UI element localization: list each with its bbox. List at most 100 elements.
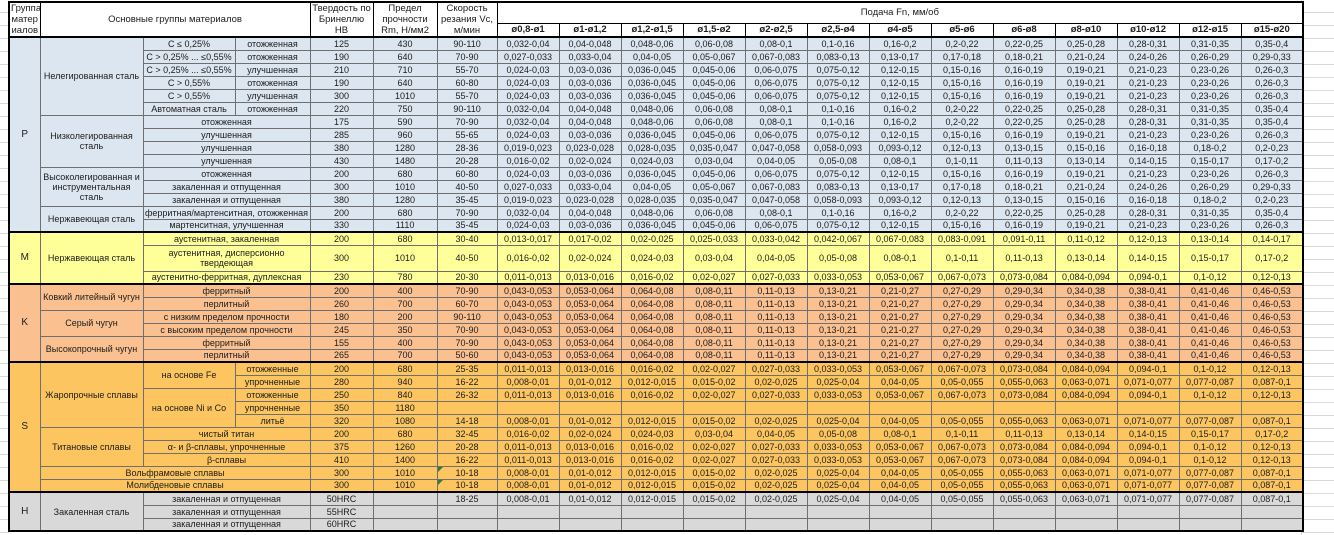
cell-feed: 0,055-0,063 <box>992 478 1056 493</box>
cell-material: α- и β-сплавы, упрочненные <box>142 439 311 454</box>
cell-feed: 0,17-0,18 <box>930 179 994 194</box>
cell-feed: 0,03-0,036 <box>558 218 622 233</box>
table-row: аустенитно-ферритная, дуплексная 230 780 20… <box>9 270 1304 285</box>
cell-feed: 0,016-0,02 <box>620 452 684 467</box>
cell-feed: 0,16-0,2 <box>868 101 932 116</box>
cell-feed: 0,087-0,1 <box>1240 478 1304 493</box>
cell-feed: 0,2-0,22 <box>930 205 994 220</box>
cell-feed: 0,08-0,11 <box>682 322 746 337</box>
cell-strength: 960 <box>372 127 438 142</box>
cell-strength <box>372 504 438 519</box>
cell-feed: 0,04-0,048 <box>558 114 622 129</box>
group-letter: M <box>8 231 41 285</box>
cell-feed: 0,27-0,29 <box>930 322 994 337</box>
cell-hardness: 300 <box>309 478 374 493</box>
cell-feed: 0,22-0,25 <box>992 101 1056 116</box>
cell-feed: 0,31-0,35 <box>1178 114 1242 129</box>
cell-feed: 0,34-0,38 <box>1054 348 1118 363</box>
cell-feed: 0,045-0,06 <box>682 75 746 90</box>
cell-feed <box>1178 504 1242 519</box>
cell-hardness: 280 <box>309 374 374 389</box>
cell-feed: 0,02-0,027 <box>682 439 746 454</box>
cell-feed: 0,2-0,22 <box>930 36 994 51</box>
cell-feed: 0,34-0,38 <box>1054 283 1118 298</box>
cell-strength: 750 <box>372 101 438 116</box>
cell-feed: 0,11-0,13 <box>744 322 808 337</box>
cell-strength: 710 <box>372 62 438 77</box>
cell-feed: 0,055-0,063 <box>992 413 1056 428</box>
cell-feed <box>682 400 746 415</box>
cell-feed: 0,35-0,4 <box>1240 101 1304 116</box>
cell-material: закаленная и отпущенная <box>142 517 311 532</box>
cell-feed: 0,03-0,036 <box>558 75 622 90</box>
cell-material: отожженная <box>142 166 311 181</box>
cell-feed: 0,087-0,1 <box>1240 465 1304 480</box>
cell-feed: 0,41-0,46 <box>1178 283 1242 298</box>
cell-feed: 0,13-0,21 <box>806 322 870 337</box>
cell-feed: 0,08-0,1 <box>868 153 932 168</box>
cell-strength: 640 <box>372 75 438 90</box>
cell-material: отожженная <box>234 75 311 90</box>
cell-feed: 0,01-0,012 <box>558 374 622 389</box>
cell-feed: 0,03-0,036 <box>558 127 622 142</box>
cell-material: улучшенная <box>142 153 311 168</box>
cell-feed: 0,46-0,53 <box>1240 309 1304 324</box>
cell-feed: 0,08-0,11 <box>682 283 746 298</box>
cell-feed: 0,02-0,025 <box>744 491 808 506</box>
cell-feed: 0,02-0,025 <box>620 231 684 246</box>
cell-hardness: 375 <box>309 439 374 454</box>
cell-feed: 0,38-0,41 <box>1116 348 1180 363</box>
cell-hardness: 265 <box>309 348 374 363</box>
cell-feed: 0,14-0,15 <box>1116 426 1180 441</box>
cell-speed: 50-60 <box>436 348 498 363</box>
cell-speed: 30-40 <box>436 231 498 246</box>
cell-hardness: 300 <box>309 244 374 272</box>
table-row: H Закаленная сталь закаленная и отпущенная… <box>8 491 1304 532</box>
cell-feed: 0,16-0,2 <box>868 36 932 51</box>
cell-feed: 0,083-0,13 <box>806 49 870 64</box>
cell-feed: 0,11-0,13 <box>992 244 1056 272</box>
col-header-diameter: ø5-ø6 <box>930 22 994 38</box>
cell-speed: 90-110 <box>436 309 498 324</box>
cell-material: перлитный <box>142 348 311 363</box>
cell-feed <box>744 517 808 532</box>
table-row: перлитный 260 700 60-70 0,043-0,053 0,053-0,0… <box>9 296 1304 311</box>
cell-strength: 680 <box>372 166 438 181</box>
cell-feed: 0,2-0,22 <box>930 114 994 129</box>
cell-feed: 0,094-0,1 <box>1116 387 1180 402</box>
cell-feed: 0,05-0,055 <box>930 491 994 506</box>
cell-feed: 0,045-0,06 <box>682 88 746 103</box>
cell-feed: 0,011-0,013 <box>496 361 560 376</box>
cell-feed: 0,08-0,1 <box>744 101 808 116</box>
cell-feed: 0,032-0,04 <box>496 36 560 51</box>
col-header-diameter: ø2,5-ø4 <box>806 22 870 38</box>
cell-hardness: 200 <box>309 166 374 181</box>
cell-feed: 0,032-0,04 <box>496 114 560 129</box>
cell-feed: 0,05-0,08 <box>806 244 870 272</box>
cell-feed: 0,21-0,23 <box>1116 218 1180 233</box>
cell-feed: 0,23-0,26 <box>1178 88 1242 103</box>
cell-feed: 0,036-0,045 <box>620 166 684 181</box>
cell-feed: 0,08-0,11 <box>682 296 746 311</box>
cell-strength: 940 <box>372 374 438 389</box>
cell-feed: 0,18-0,2 <box>1178 192 1242 207</box>
cell-feed <box>1054 504 1118 519</box>
cell-speed: 35-45 <box>436 218 498 233</box>
table-row: C > 0,55% отожженная 190 640 60-80 0,024-0,03… <box>9 75 1304 90</box>
cell-feed: 0,17-0,2 <box>1240 153 1304 168</box>
cell-feed: 0,15-0,16 <box>1054 140 1118 155</box>
cell-feed: 0,06-0,075 <box>744 166 808 181</box>
cell-feed: 0,012-0,015 <box>620 491 684 506</box>
cell-feed: 0,08-0,11 <box>682 335 746 350</box>
cell-feed: 0,15-0,16 <box>930 62 994 77</box>
cell-feed: 0,25-0,28 <box>1054 101 1118 116</box>
cell-feed <box>868 517 932 532</box>
cell-feed: 0,19-0,21 <box>1054 88 1118 103</box>
cell-feed: 0,028-0,035 <box>620 192 684 207</box>
cell-hardness: 180 <box>309 309 374 324</box>
cell-feed: 0,11-0,13 <box>744 283 808 298</box>
cell-feed: 0,21-0,27 <box>868 322 932 337</box>
cell-feed: 0,16-0,18 <box>1116 140 1180 155</box>
cell-feed: 0,25-0,28 <box>1054 114 1118 129</box>
table-row: упрочненные 350 1180 <box>9 400 1304 415</box>
